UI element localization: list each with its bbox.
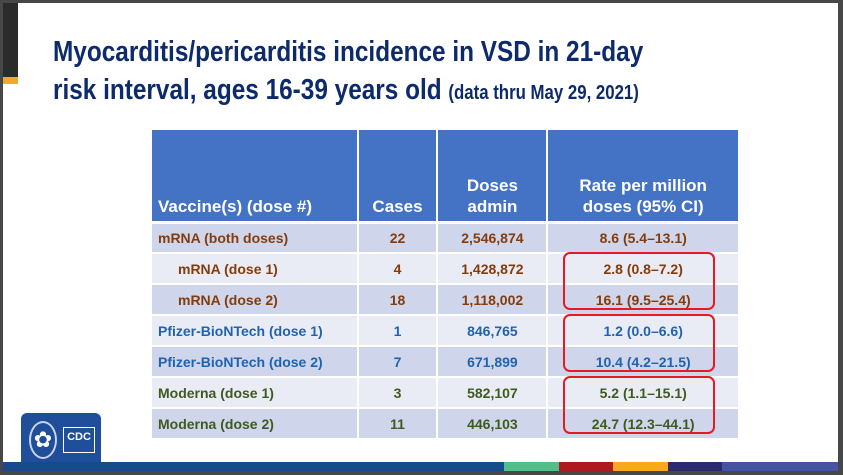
cell-cases: 11 — [357, 408, 439, 440]
table-row: mRNA (both doses) 22 2,546,874 8.6 (5.4–13.… — [152, 222, 740, 254]
cell-vaccine: Moderna (dose 1) — [152, 377, 359, 409]
cell-rate: 16.1 (9.5–25.4) — [547, 284, 740, 316]
title-subtitle: (data thru May 29, 2021) — [448, 82, 639, 104]
cell-doses: 446,103 — [437, 408, 549, 440]
table-row: Pfizer-BioNTech (dose 2) 7 671,899 10.4 (4.… — [152, 346, 740, 378]
cell-vaccine: Pfizer-BioNTech (dose 2) — [152, 346, 359, 378]
cell-rate: 8.6 (5.4–13.1) — [547, 222, 740, 254]
cell-doses: 1,118,002 — [437, 284, 549, 316]
left-accent-stripe — [3, 77, 18, 84]
cell-cases: 22 — [357, 222, 439, 254]
cell-cases: 4 — [357, 253, 439, 285]
header-cases: Cases — [357, 130, 439, 224]
cell-rate: 5.2 (1.1–15.1) — [547, 377, 740, 409]
table-row: Moderna (dose 1) 3 582,107 5.2 (1.1–15.1) — [152, 377, 740, 409]
slide-title: Myocarditis/pericarditis incidence in VS… — [53, 33, 643, 112]
cell-cases: 7 — [357, 346, 439, 378]
cell-rate: 2.8 (0.8–7.2) — [547, 253, 740, 285]
cell-cases: 1 — [357, 315, 439, 347]
cell-rate: 1.2 (0.0–6.6) — [547, 315, 740, 347]
table-row: mRNA (dose 1) 4 1,428,872 2.8 (0.8–7.2) — [152, 253, 740, 285]
header-rate: Rate per million doses (95% CI) — [547, 130, 740, 224]
slide: Myocarditis/pericarditis incidence in VS… — [3, 3, 838, 471]
header-doses: Doses admin — [437, 130, 549, 224]
title-line-2: risk interval, ages 16-39 years old — [53, 74, 442, 106]
incidence-table: Vaccine(s) (dose #) Cases Doses admin Ra… — [152, 130, 740, 440]
cell-rate: 10.4 (4.2–21.5) — [547, 346, 740, 378]
hhs-eagle-icon: ✿ — [29, 421, 57, 459]
cell-cases: 3 — [357, 377, 439, 409]
cell-cases: 18 — [357, 284, 439, 316]
cell-doses: 846,765 — [437, 315, 549, 347]
cell-vaccine: mRNA (dose 2) — [152, 284, 359, 316]
cell-vaccine: Pfizer-BioNTech (dose 1) — [152, 315, 359, 347]
title-line-1: Myocarditis/pericarditis incidence in VS… — [53, 36, 644, 68]
table-row: Moderna (dose 2) 11 446,103 24.7 (12.3–44.1… — [152, 408, 740, 440]
cell-vaccine: Moderna (dose 2) — [152, 408, 359, 440]
bottom-color-bar — [3, 462, 838, 471]
cell-rate: 24.7 (12.3–44.1) — [547, 408, 740, 440]
header-vaccine: Vaccine(s) (dose #) — [152, 130, 359, 224]
cdc-logo: ✿ CDC — [21, 413, 101, 468]
cell-vaccine: mRNA (both doses) — [152, 222, 359, 254]
cell-doses: 582,107 — [437, 377, 549, 409]
cell-vaccine: mRNA (dose 1) — [152, 253, 359, 285]
cdc-logo-text: CDC — [63, 427, 95, 453]
cell-doses: 1,428,872 — [437, 253, 549, 285]
table-row: Pfizer-BioNTech (dose 1) 1 846,765 1.2 (0.0… — [152, 315, 740, 347]
cell-doses: 671,899 — [437, 346, 549, 378]
cell-doses: 2,546,874 — [437, 222, 549, 254]
table-row: mRNA (dose 2) 18 1,118,002 16.1 (9.5–25.4) — [152, 284, 740, 316]
left-accent-bar — [3, 3, 18, 77]
